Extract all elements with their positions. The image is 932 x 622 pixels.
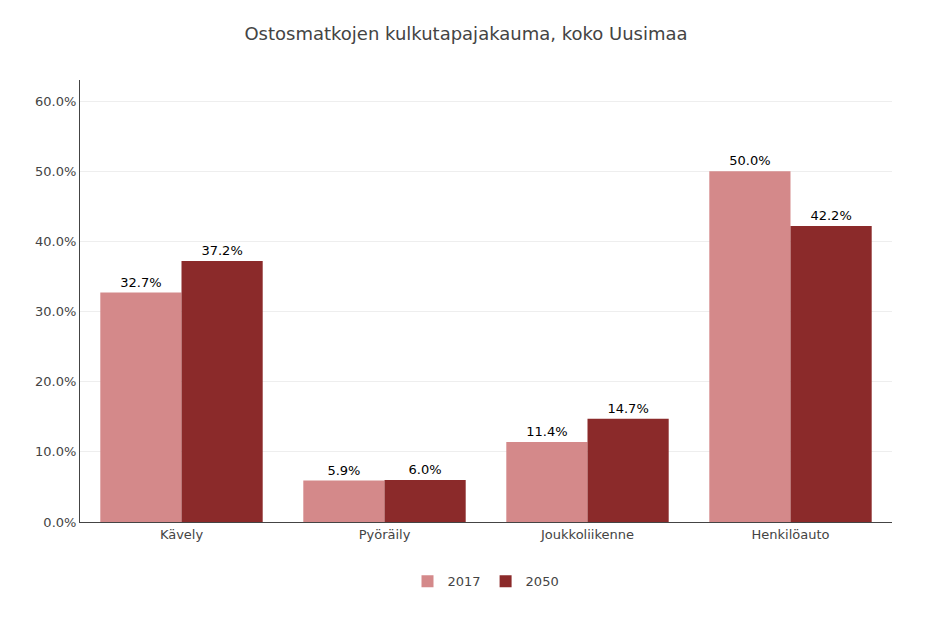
svg-text:Henkilöauto: Henkilöauto	[752, 527, 830, 542]
svg-text:Ostosmatkojen kulkutapajakauma: Ostosmatkojen kulkutapajakauma, koko Uus…	[244, 23, 687, 44]
svg-text:30.0%: 30.0%	[35, 304, 76, 319]
svg-text:20.0%: 20.0%	[35, 374, 76, 389]
svg-text:6.0%: 6.0%	[409, 462, 442, 477]
svg-text:Kävely: Kävely	[160, 527, 204, 542]
svg-text:Pyöräily: Pyöräily	[359, 527, 411, 542]
svg-text:50.0%: 50.0%	[729, 153, 770, 168]
svg-text:50.0%: 50.0%	[35, 164, 76, 179]
svg-text:60.0%: 60.0%	[35, 94, 76, 109]
svg-text:40.0%: 40.0%	[35, 234, 76, 249]
svg-text:11.4%: 11.4%	[526, 424, 567, 439]
svg-text:2017: 2017	[448, 574, 481, 589]
svg-text:42.2%: 42.2%	[810, 208, 851, 223]
svg-text:Joukkoliikenne: Joukkoliikenne	[540, 527, 634, 542]
svg-text:0.0%: 0.0%	[43, 515, 76, 530]
svg-text:32.7%: 32.7%	[120, 275, 161, 290]
svg-text:10.0%: 10.0%	[35, 444, 76, 459]
svg-text:5.9%: 5.9%	[327, 463, 360, 478]
svg-text:2050: 2050	[526, 574, 559, 589]
svg-text:14.7%: 14.7%	[607, 401, 648, 416]
svg-text:37.2%: 37.2%	[201, 243, 242, 258]
